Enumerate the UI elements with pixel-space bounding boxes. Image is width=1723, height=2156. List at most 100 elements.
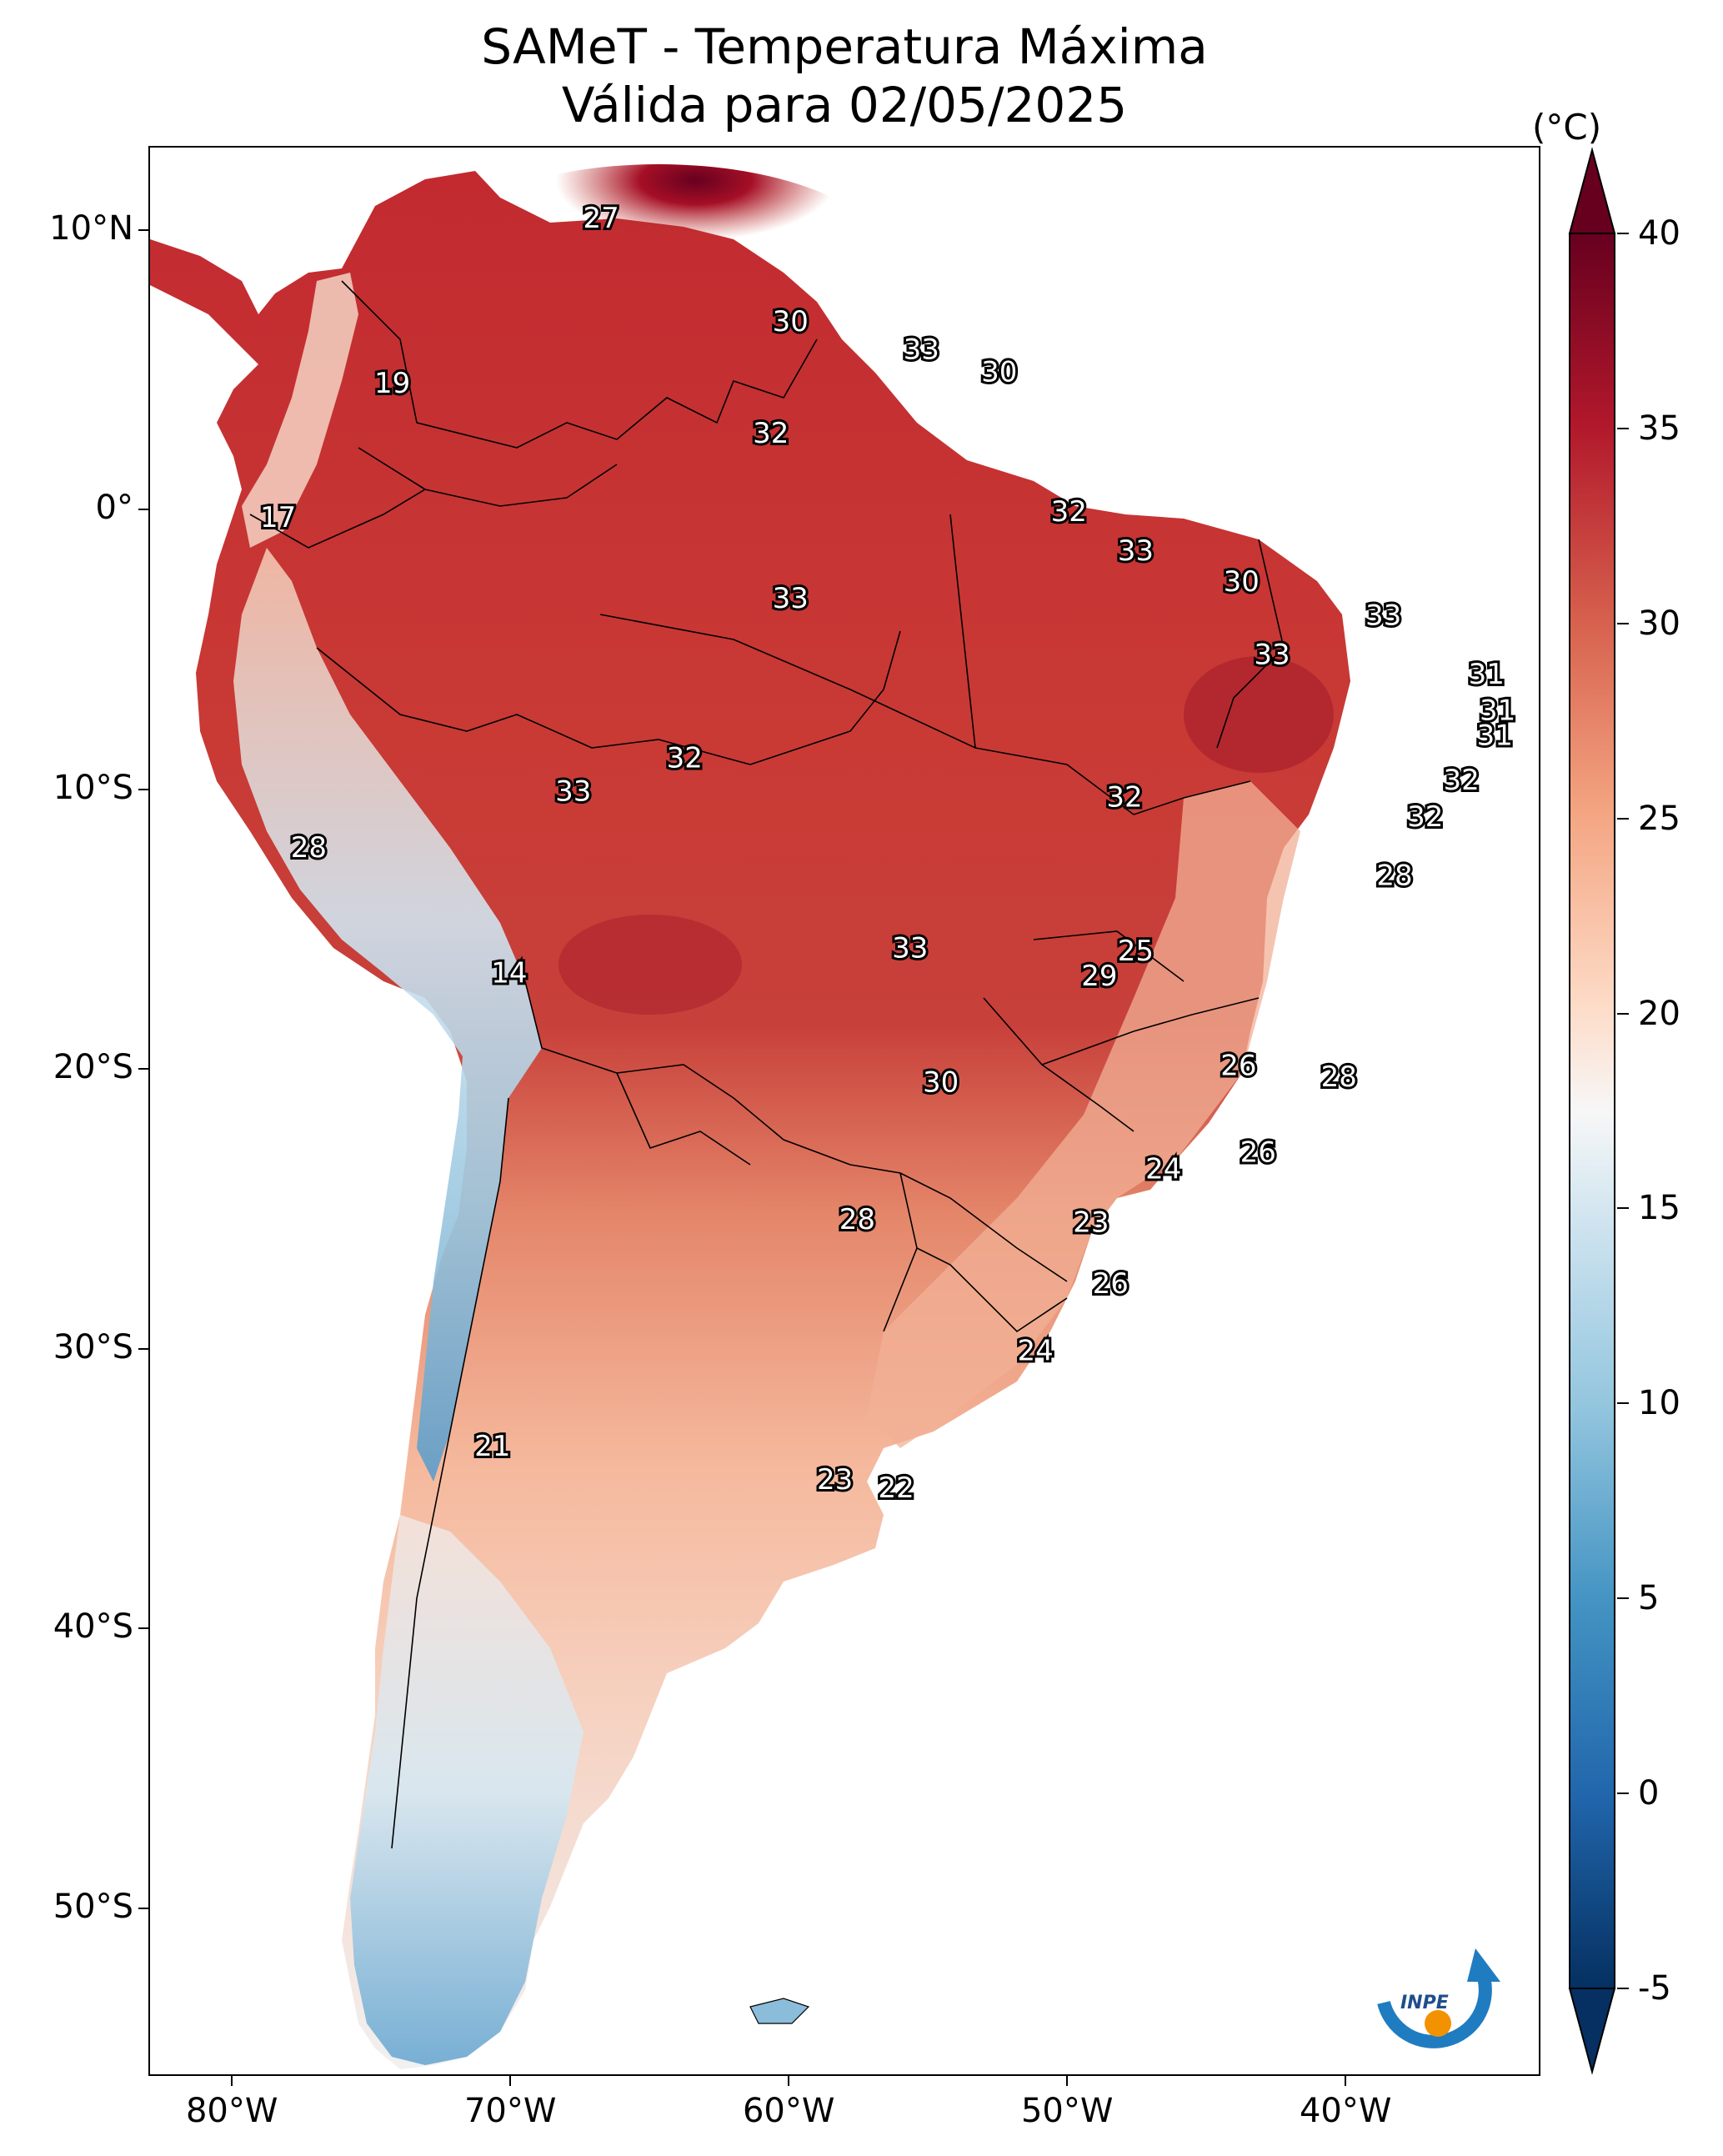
latitude-tick bbox=[138, 509, 148, 511]
map-title: SAMeT - Temperatura Máxima bbox=[481, 18, 1208, 75]
longitude-tick bbox=[1345, 2076, 1347, 2086]
colorbar-tick bbox=[1617, 427, 1629, 429]
temperature-label: 25 bbox=[1118, 935, 1154, 968]
temperature-label: 30 bbox=[981, 355, 1017, 389]
longitude-tick-label: 50°W bbox=[1020, 2092, 1114, 2130]
latitude-tick-label: 50°S bbox=[53, 1887, 133, 1926]
inpe-logo: INPE bbox=[1377, 1948, 1500, 2048]
colorbar-tick bbox=[1617, 1402, 1629, 1405]
temperature-label: 27 bbox=[583, 202, 619, 235]
temperature-label: 33 bbox=[1118, 534, 1154, 568]
temperature-label: 22 bbox=[878, 1472, 914, 1505]
temperature-label: 28 bbox=[839, 1203, 875, 1236]
inpe-logo-text: INPE bbox=[1400, 1993, 1449, 2013]
latitude-tick-label: 40°S bbox=[53, 1607, 133, 1647]
temperature-label: 17 bbox=[260, 501, 296, 534]
temperature-map: INPE 27191730333032323330333333313131323… bbox=[150, 164, 1518, 2069]
colorbar bbox=[1568, 147, 1616, 2075]
falkland-islands bbox=[749, 1998, 810, 2024]
temperature-label: 32 bbox=[753, 417, 789, 450]
temperature-label: 30 bbox=[1224, 565, 1260, 599]
temperature-label: 33 bbox=[904, 333, 939, 367]
longitude-tick bbox=[1066, 2076, 1069, 2086]
temperature-label: 23 bbox=[817, 1463, 853, 1497]
temperature-label: 33 bbox=[773, 582, 809, 615]
hot-core-bolivia bbox=[558, 915, 742, 1015]
colorbar-bottom-triangle bbox=[1568, 1988, 1616, 2075]
colorbar-tick-label: 15 bbox=[1638, 1189, 1680, 1228]
latitude-tick bbox=[138, 1627, 148, 1630]
colorbar-tick bbox=[1617, 817, 1629, 820]
latitude-tick bbox=[138, 1347, 148, 1350]
northern-andes-cool bbox=[242, 273, 358, 548]
temperature-label: 29 bbox=[1081, 960, 1117, 993]
longitude-tick-label: 70°W bbox=[463, 2092, 557, 2130]
temperature-label: 26 bbox=[1240, 1136, 1276, 1170]
temperature-label: 26 bbox=[1220, 1050, 1256, 1083]
longitude-tick-label: 40°W bbox=[1299, 2092, 1392, 2130]
latitude-tick-label: 20°S bbox=[53, 1048, 133, 1087]
colorbar-tick-label: 25 bbox=[1638, 799, 1680, 838]
temperature-label: 30 bbox=[773, 305, 809, 338]
temperature-label: 31 bbox=[1480, 694, 1515, 727]
temperature-label: 28 bbox=[1376, 859, 1412, 892]
temperature-label: 30 bbox=[923, 1066, 959, 1100]
latitude-tick bbox=[138, 228, 148, 231]
temperature-label: 33 bbox=[555, 775, 591, 809]
map-subtitle: Válida para 02/05/2025 bbox=[561, 77, 1128, 133]
colorbar-tick-label: 40 bbox=[1638, 214, 1680, 253]
latitude-tick-label: 30°S bbox=[53, 1327, 133, 1366]
latitude-tick bbox=[138, 1068, 148, 1070]
colorbar-tick-label: 20 bbox=[1638, 994, 1680, 1033]
colorbar-tick-label: 10 bbox=[1638, 1384, 1680, 1423]
temperature-label: 33 bbox=[892, 932, 928, 965]
colorbar-tick bbox=[1617, 1988, 1629, 1989]
temperature-label: 19 bbox=[374, 367, 410, 400]
temperature-label: 28 bbox=[291, 831, 327, 865]
temperature-label: 31 bbox=[1477, 720, 1513, 753]
southeast-cooler-zone bbox=[867, 781, 1300, 1448]
temperature-label: 32 bbox=[1407, 800, 1443, 834]
country-borders bbox=[249, 280, 1285, 1849]
temperature-label: 26 bbox=[1093, 1267, 1129, 1301]
temperature-label: 23 bbox=[1073, 1206, 1109, 1239]
temperature-label: 33 bbox=[1254, 638, 1290, 671]
colorbar-top-triangle bbox=[1568, 147, 1616, 234]
latitude-tick-label: 10°S bbox=[53, 768, 133, 807]
longitude-tick-label: 80°W bbox=[185, 2092, 278, 2130]
temperature-label: 21 bbox=[474, 1430, 510, 1463]
temperature-label: 14 bbox=[491, 957, 527, 990]
colorbar-tick-label: -5 bbox=[1638, 1969, 1671, 2008]
patagonia-cold-zone bbox=[350, 1515, 584, 2065]
temperature-label: 24 bbox=[1017, 1335, 1053, 1368]
temperature-label: 32 bbox=[1443, 764, 1479, 797]
hot-core-northeast bbox=[1184, 656, 1334, 773]
colorbar-tick-label: 5 bbox=[1638, 1579, 1660, 1618]
longitude-tick-label: 60°W bbox=[742, 2092, 835, 2130]
latitude-tick bbox=[138, 788, 148, 790]
temperature-label: 31 bbox=[1469, 658, 1505, 691]
latitude-tick-label: 10°N bbox=[49, 208, 133, 248]
colorbar-unit: (°C) bbox=[1532, 107, 1602, 148]
colorbar-tick bbox=[1617, 622, 1629, 624]
temperature-label: 33 bbox=[1365, 599, 1401, 632]
temperature-label: 32 bbox=[1106, 780, 1142, 814]
latitude-tick bbox=[138, 1907, 148, 1909]
colorbar-tick bbox=[1617, 1207, 1629, 1210]
map-panel[interactable]: INPE 27 19 17 30 33 30 32 32 33 30 33 33 33 31 31 31 32 3… bbox=[148, 146, 1540, 2076]
colorbar-tick-label: 35 bbox=[1638, 409, 1680, 448]
colorbar-tick bbox=[1617, 1597, 1629, 1600]
colorbar-tick bbox=[1617, 233, 1629, 234]
colorbar-tick bbox=[1617, 1012, 1629, 1015]
colorbar-tick-label: 0 bbox=[1638, 1774, 1660, 1813]
hot-core-venezuela bbox=[425, 164, 892, 364]
andes-cold-zone bbox=[233, 548, 542, 1482]
temperature-label: 32 bbox=[667, 741, 703, 775]
temperature-label: 24 bbox=[1145, 1153, 1181, 1186]
longitude-tick bbox=[788, 2076, 790, 2086]
temperature-label: 32 bbox=[1051, 495, 1087, 529]
latitude-tick-label: 0° bbox=[95, 489, 133, 528]
longitude-tick bbox=[509, 2076, 512, 2086]
colorbar-gradient bbox=[1569, 233, 1615, 1989]
